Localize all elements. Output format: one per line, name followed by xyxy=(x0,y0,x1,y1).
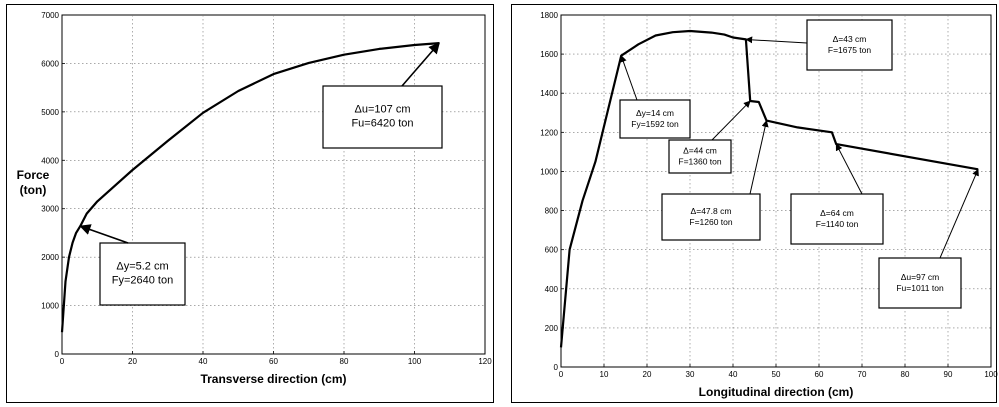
x-tick-label: 50 xyxy=(772,370,781,379)
y-tick-label: 7000 xyxy=(41,11,59,20)
y-tick-label: 1000 xyxy=(41,302,59,311)
series-line xyxy=(559,29,979,348)
annotation-line-1: Δ=43 cm xyxy=(833,34,867,44)
annotation-line-1: Δ=64 cm xyxy=(820,208,854,218)
x-tick-label: 80 xyxy=(901,370,910,379)
annotation-box: Δ=64 cmF=1140 ton xyxy=(790,143,884,245)
annotation-line-1: Δ=47.8 cm xyxy=(691,206,732,216)
y-tick-label: 2000 xyxy=(41,253,59,262)
x-tick-label: 60 xyxy=(815,370,824,379)
annotation-arrow xyxy=(401,42,440,87)
x-tick-label: 0 xyxy=(60,357,65,366)
annotation-line-1: Δy=5.2 cm xyxy=(116,261,168,273)
annotation-arrow xyxy=(620,55,638,101)
annotation-frame xyxy=(878,257,962,309)
x-tick-label: 20 xyxy=(643,370,652,379)
y-axis-unit-label: (ton) xyxy=(20,183,47,197)
chart-transverse: 0 20 40 60 80 100 120 0 1000 2000 3000 4000 5000 6000… xyxy=(17,11,493,386)
x-tick-label: 100 xyxy=(984,370,998,379)
annotation-frame xyxy=(806,19,893,71)
y-tick-label: 6000 xyxy=(41,59,59,68)
y-tick-label: 200 xyxy=(545,324,559,333)
y-tick-label: 0 xyxy=(55,350,60,359)
y-tick-label: 1600 xyxy=(540,50,558,59)
x-tick-label: 120 xyxy=(478,357,492,366)
annotation-line-1: Δu=97 cm xyxy=(901,272,940,282)
annotation-arrow xyxy=(79,224,129,244)
annotation-line-2: Fy=2640 ton xyxy=(112,275,173,287)
y-tick-label: 400 xyxy=(545,285,559,294)
annotation-arrow xyxy=(749,119,769,195)
y-tick-label: 1400 xyxy=(540,89,558,98)
x-tick-label: 30 xyxy=(686,370,695,379)
x-tick-label: 80 xyxy=(340,357,349,366)
series-line xyxy=(60,42,440,333)
x-tick-label: 100 xyxy=(408,357,422,366)
chart-longitudinal: 0 10 20 30 40 50 60 70 80 90 100020040060080010001… xyxy=(540,11,998,399)
annotation-arrow xyxy=(745,36,808,44)
annotation-box: Δ=44 cmF=1360 ton xyxy=(668,100,751,174)
y-tick-label: 1000 xyxy=(540,167,558,176)
annotation-box: Δy=5.2 cm Fy=2640 ton xyxy=(79,224,186,306)
annotation-line-2: F=1360 ton xyxy=(678,157,722,167)
annotation-line-2: Fy=1592 ton xyxy=(631,119,679,129)
annotation-line-2: F=1140 ton xyxy=(816,219,859,229)
annotation-box: Δ=47.8 cmF=1260 ton xyxy=(661,119,769,241)
annotation-box: Δ=43 cmF=1675 ton xyxy=(745,19,893,71)
annotation-frame xyxy=(790,193,884,245)
annotation-line-1: Δu=107 cm xyxy=(355,104,411,116)
y-axis-label: Force xyxy=(17,168,50,182)
annotation-line-2: F=1260 ton xyxy=(689,217,733,227)
y-tick-label: 0 xyxy=(554,363,559,372)
annotation-line-1: Δ=44 cm xyxy=(683,146,717,156)
y-tick-label: 600 xyxy=(545,246,559,255)
annotation-frame xyxy=(661,193,761,241)
x-tick-label: 20 xyxy=(128,357,137,366)
annotation-frame xyxy=(619,99,691,139)
annotation-line-1: Δy=14 cm xyxy=(636,108,674,118)
x-tick-label: 40 xyxy=(199,357,208,366)
x-tick-label: 40 xyxy=(729,370,738,379)
y-tick-label: 1800 xyxy=(540,11,558,20)
x-tick-label: 0 xyxy=(559,370,564,379)
x-axis-label: Longitudinal direction (cm) xyxy=(699,385,854,399)
y-tick-label: 1200 xyxy=(540,128,558,137)
annotation-arrow xyxy=(939,168,979,259)
annotation-frame xyxy=(322,85,443,149)
x-axis-label: Transverse direction (cm) xyxy=(200,372,346,386)
annotation-line-2: Fu=6420 ton xyxy=(351,118,413,130)
y-tick-label: 4000 xyxy=(41,156,59,165)
x-tick-label: 70 xyxy=(858,370,867,379)
annotation-frame xyxy=(668,139,732,174)
y-tick-label: 3000 xyxy=(41,205,59,214)
y-tick-label: 800 xyxy=(545,207,559,216)
annotation-box: Δu=107 cm Fu=6420 ton xyxy=(322,42,443,149)
annotation-arrow xyxy=(835,143,863,195)
y-tick-label: 5000 xyxy=(41,108,59,117)
annotation-line-2: F=1675 ton xyxy=(828,45,872,55)
annotation-arrow xyxy=(711,100,751,141)
x-tick-label: 10 xyxy=(600,370,609,379)
x-tick-label: 60 xyxy=(269,357,278,366)
x-tick-label: 90 xyxy=(944,370,953,379)
annotation-frame xyxy=(99,242,186,306)
annotation-line-2: Fu=1011 ton xyxy=(896,283,944,293)
